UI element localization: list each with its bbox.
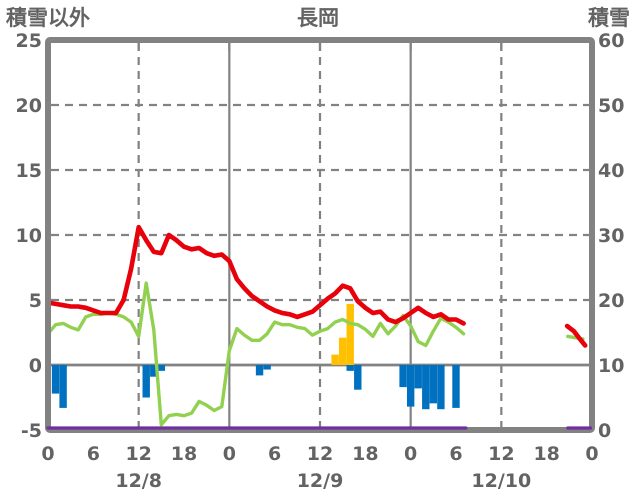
blue-bar — [437, 365, 445, 410]
blue-bar — [263, 365, 271, 370]
blue-bar — [429, 365, 438, 404]
chart-title: 長岡 — [297, 6, 339, 30]
x-axis-tick-label: 12 — [307, 443, 333, 465]
left-axis-tick-label: 25 — [16, 30, 42, 52]
right-axis-tick-label: 40 — [598, 160, 624, 182]
x-axis-tick-label: 18 — [171, 443, 197, 465]
red-line — [45, 224, 466, 326]
blue-bar — [422, 365, 430, 410]
right-axis-tick-label: 10 — [598, 355, 624, 377]
yellow-bar — [331, 354, 339, 365]
red-line — [564, 323, 588, 348]
x-axis-tick-label: 0 — [41, 443, 54, 465]
left-axis-tick-label: 15 — [16, 160, 42, 182]
left-axis-title: 積雪以外 — [6, 6, 90, 30]
date-label: 12/9 — [297, 470, 344, 492]
right-axis-tick-label: 30 — [598, 225, 624, 247]
right-axis-tick-label: 60 — [598, 30, 624, 52]
left-axis-tick-label: 10 — [16, 225, 42, 247]
blue-bar — [406, 365, 415, 407]
blue-bar — [59, 365, 67, 408]
blue-bar — [142, 365, 150, 398]
date-label: 12/8 — [115, 470, 162, 492]
blue-bar — [354, 365, 362, 390]
x-axis-tick-label: 12 — [488, 443, 514, 465]
x-axis-tick-label: 0 — [404, 443, 417, 465]
blue-bar — [399, 365, 407, 388]
plot-border — [45, 37, 595, 433]
left-axis-tick-label: 20 — [16, 95, 42, 117]
green-line — [46, 281, 466, 427]
blue-bar — [414, 365, 422, 389]
x-axis-tick-label: 0 — [223, 443, 236, 465]
right-axis-tick-label: 50 — [598, 95, 624, 117]
x-axis-tick-label: 18 — [352, 443, 378, 465]
yellow-bar — [346, 303, 354, 365]
x-axis-tick-label: 6 — [87, 443, 100, 465]
x-axis-tick-label: 6 — [268, 443, 281, 465]
x-axis-tick-label: 18 — [533, 443, 559, 465]
blue-bar — [150, 365, 158, 377]
left-axis-tick-label: -5 — [21, 420, 42, 442]
blue-bar — [255, 365, 264, 376]
x-axis-tick-label: 6 — [449, 443, 462, 465]
left-axis-tick-label: 5 — [29, 290, 42, 312]
left-axis-tick-label: 0 — [29, 355, 42, 377]
x-axis-tick-label: 0 — [585, 443, 598, 465]
blue-bar — [157, 365, 166, 371]
right-axis-title: 積雪 — [588, 6, 630, 30]
blue-bar — [51, 365, 60, 394]
date-label: 12/10 — [471, 470, 531, 492]
yellow-bar — [338, 337, 347, 365]
right-axis-tick-label: 0 — [598, 420, 611, 442]
blue-bar — [346, 365, 354, 371]
x-axis-tick-label: 12 — [125, 443, 151, 465]
blue-bar — [452, 365, 460, 408]
right-axis-tick-label: 20 — [598, 290, 624, 312]
